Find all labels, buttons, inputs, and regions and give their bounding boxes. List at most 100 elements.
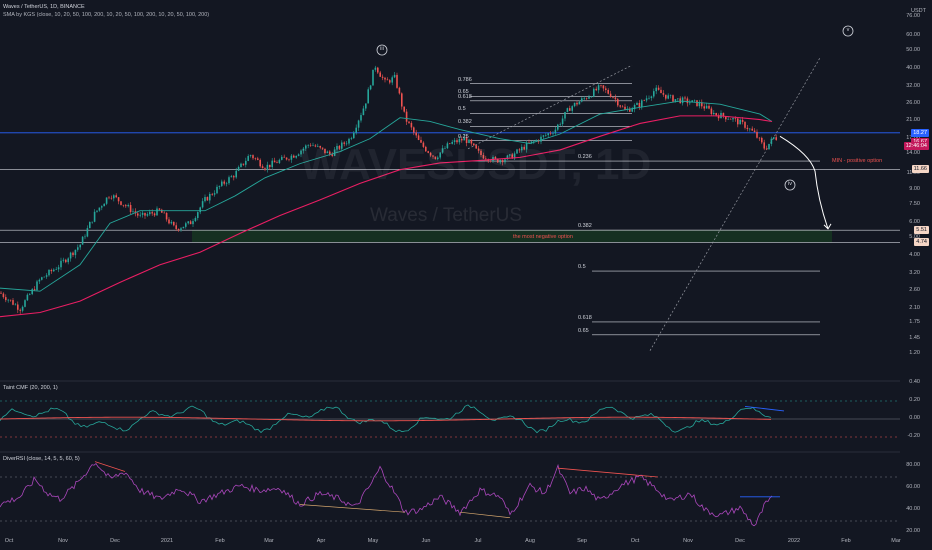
candle-body bbox=[737, 118, 739, 125]
candle-body bbox=[549, 133, 552, 134]
candle-body bbox=[139, 214, 141, 216]
cmf-signal-line bbox=[0, 416, 772, 422]
candle-body bbox=[9, 299, 12, 301]
candle-body bbox=[21, 306, 24, 311]
fib-level-label: 0.5 bbox=[458, 106, 466, 113]
candle-body bbox=[278, 159, 281, 163]
candle-body bbox=[530, 141, 533, 144]
candle-body bbox=[629, 108, 631, 112]
price-axis-tick: 32.00 bbox=[906, 83, 920, 90]
candle-body bbox=[600, 85, 602, 86]
cmf-axis-tick: 0.20 bbox=[909, 397, 920, 403]
candle-body bbox=[650, 96, 653, 98]
fib-level-label: 0.65 bbox=[578, 327, 589, 334]
candle-body bbox=[48, 269, 50, 276]
candle-body bbox=[751, 128, 753, 131]
sma-magenta-line bbox=[0, 115, 773, 318]
candle-body bbox=[525, 142, 528, 150]
candle-body bbox=[439, 152, 441, 158]
cmf-line bbox=[0, 404, 772, 434]
candle-body bbox=[518, 149, 521, 151]
candle-body bbox=[415, 132, 417, 136]
time-axis-tick: Oct bbox=[630, 538, 640, 544]
candle-body bbox=[473, 143, 475, 146]
candle-body bbox=[0, 292, 2, 294]
candle-body bbox=[24, 300, 26, 307]
candle-body bbox=[194, 217, 197, 222]
candle-body bbox=[583, 98, 585, 99]
candle-body bbox=[170, 221, 173, 224]
candle-body bbox=[81, 236, 84, 245]
candle-body bbox=[393, 74, 396, 78]
trendline-dotted bbox=[467, 64, 633, 150]
candle-body bbox=[708, 105, 710, 109]
candle-body bbox=[189, 221, 192, 225]
rsi-axis-tick: 60.00 bbox=[906, 484, 920, 490]
time-axis-tick: 2022 bbox=[787, 538, 801, 544]
candle-body bbox=[427, 151, 429, 153]
candle-body bbox=[240, 163, 242, 167]
candle-body bbox=[509, 154, 511, 156]
candle-body bbox=[607, 89, 609, 94]
sma-indicator-label[interactable]: SMA by KGS (close, 10, 20, 50, 100, 200,… bbox=[3, 12, 210, 18]
chart-title[interactable]: Waves / TetherUS, 1D, BINANCE bbox=[3, 4, 85, 10]
candle-body bbox=[645, 98, 648, 101]
candle-body bbox=[57, 267, 60, 270]
candle-body bbox=[758, 137, 761, 139]
candle-body bbox=[437, 157, 439, 160]
candle-body bbox=[662, 93, 665, 95]
candle-body bbox=[362, 108, 365, 116]
candle-body bbox=[12, 300, 14, 305]
projection-arrowhead bbox=[823, 223, 832, 230]
candle-body bbox=[360, 115, 362, 121]
price-tag: 11.66 bbox=[911, 165, 929, 174]
candle-body bbox=[665, 94, 667, 99]
candle-body bbox=[494, 157, 497, 159]
candle-body bbox=[55, 269, 57, 270]
candle-body bbox=[218, 185, 221, 187]
candle-body bbox=[602, 85, 605, 89]
candle-body bbox=[689, 102, 691, 104]
candle-body bbox=[163, 212, 165, 214]
candle-body bbox=[101, 206, 103, 208]
candle-body bbox=[41, 277, 43, 280]
candle-body bbox=[50, 269, 53, 272]
candle-body bbox=[43, 276, 45, 278]
candle-body bbox=[657, 87, 660, 90]
candle-body bbox=[677, 98, 679, 100]
candle-body bbox=[741, 119, 744, 122]
candle-body bbox=[528, 142, 530, 144]
price-axis-tick: 4.00 bbox=[909, 252, 920, 259]
candle-body bbox=[638, 103, 641, 108]
candle-body bbox=[489, 161, 492, 162]
candle-body bbox=[540, 136, 542, 142]
fib-level-label: 0.65 bbox=[458, 89, 469, 96]
time-axis-tick: Jul bbox=[474, 538, 482, 544]
candle-body bbox=[456, 140, 458, 143]
candle-body bbox=[609, 93, 612, 97]
candle-body bbox=[146, 214, 149, 216]
candle-body bbox=[722, 112, 725, 117]
candle-body bbox=[348, 138, 350, 144]
candle-body bbox=[768, 143, 770, 150]
candle-body bbox=[501, 160, 504, 163]
fib-level-label: 0.236 bbox=[578, 154, 592, 161]
rsi-title[interactable]: DiverRSI (close, 14, 5, 5, 60, 5) bbox=[3, 456, 80, 462]
candle-body bbox=[703, 106, 705, 109]
cmf-title[interactable]: Taint CMF (20, 200, 1) bbox=[3, 385, 58, 391]
candle-body bbox=[597, 85, 600, 91]
time-axis-tick: Aug bbox=[525, 538, 535, 544]
candle-body bbox=[554, 129, 557, 134]
candle-body bbox=[468, 139, 470, 144]
candle-body bbox=[62, 259, 65, 261]
candle-body bbox=[420, 139, 422, 143]
candle-body bbox=[125, 205, 127, 207]
candle-body bbox=[410, 122, 413, 128]
candle-body bbox=[312, 145, 314, 147]
candle-body bbox=[504, 159, 506, 163]
candle-body bbox=[45, 275, 48, 277]
candle-body bbox=[571, 106, 573, 111]
candle-body bbox=[617, 99, 619, 106]
